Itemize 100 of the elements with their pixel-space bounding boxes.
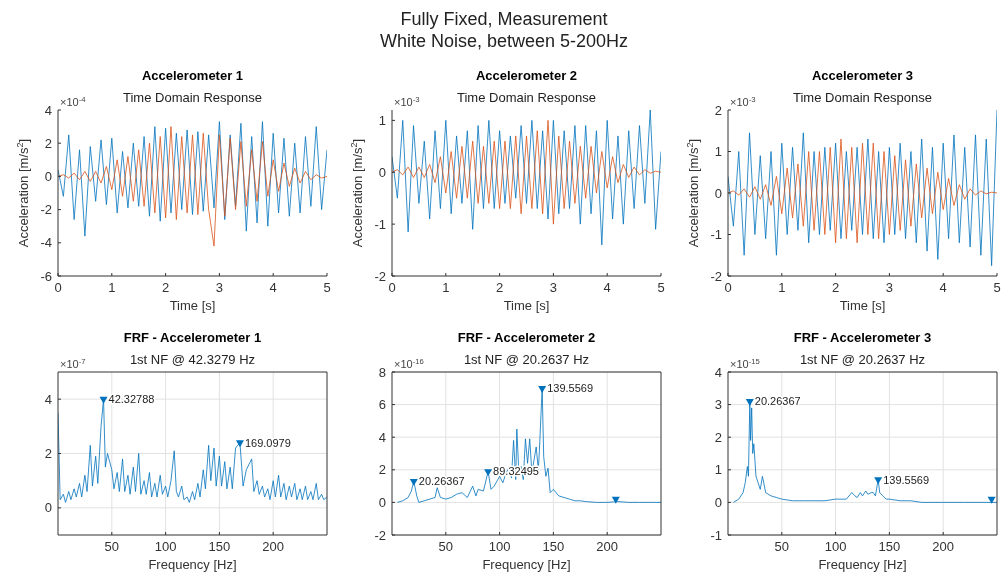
y-tick-label: 0 [378,164,386,180]
line-series [392,119,661,225]
x-tick-label: 3 [215,280,224,295]
y-tick-label: 1 [714,462,722,478]
line-series [728,110,997,267]
text: ×10$^{-16}$ [394,356,424,370]
chart-subtitle: Time Domain Response [123,90,262,105]
text: ×10$^{-3}$ [730,94,756,108]
x-tick-label: 100 [154,539,177,554]
x-tick-label: 1 [778,280,786,295]
y-tick-label: 4 [378,429,386,445]
x-tick-label: 200 [596,539,619,554]
y-tick-label: 1 [378,112,386,128]
y-tick-label: 2 [714,102,722,118]
x-axis-title: Frequency [Hz] [818,557,907,572]
x-tick-label: 4 [939,280,947,295]
x-tick-label: 1 [442,280,450,295]
y-tick-label: 4 [44,391,52,407]
x-tick-label: 5 [993,280,1001,295]
x-axis-title: Time [s] [169,298,216,313]
point [409,478,418,486]
x-tick-label: 0 [54,280,62,295]
y-tick-label: -1 [710,527,722,543]
y-tick-label: 4 [44,102,52,118]
point [745,399,754,406]
y-tick-label: 4 [714,364,722,380]
x-tick-label: 5 [323,280,331,295]
x-tick-label: 3 [549,280,558,295]
y-tick-label: 0 [714,494,722,510]
x-tick-label: 2 [495,280,504,295]
y-tick-label: -6 [40,268,52,284]
chart-title: FRF - Accelerometer 3 [793,330,932,345]
text: ×10$^{-4}$ [60,94,87,108]
x-axis-title: Frequency [Hz] [482,557,571,572]
chart-title: Accelerometer 2 [475,68,578,83]
chart-subtitle: 1st NF @ 20.2637 Hz [463,352,590,367]
x-tick-label: 4 [603,280,611,295]
x-tick-label: 0 [724,280,732,295]
x-tick-label: 5 [657,280,665,295]
x-axis-title: Time [s] [503,298,550,313]
y-tick-label: 0 [44,168,52,184]
y-tick-label: -2 [374,268,386,284]
x-tick-label: 2 [831,280,840,295]
y-tick-label: 3 [714,397,722,413]
y-tick-label: 0 [714,185,722,201]
y-tick-label: 8 [378,364,386,380]
chart-title: FRF - Accelerometer 1 [123,330,262,345]
x-axis-title: Time [s] [839,298,886,313]
point [987,496,996,504]
text: ×10$^{-7}$ [60,356,86,370]
point [484,469,493,477]
chart-title: Accelerometer 3 [811,68,914,83]
y-tick-label: 2 [44,135,52,151]
y-tick-label: -1 [710,227,722,242]
x-tick-label: 3 [885,280,894,295]
y-tick-label: -2 [710,268,722,284]
chart-title: FRF - Accelerometer 2 [457,330,596,345]
point [874,477,883,485]
y-tick-label: -2 [40,202,52,218]
annotation: 169.0979 [244,436,291,449]
x-tick-label: 2 [161,280,170,295]
x-tick-label: 50 [774,539,790,554]
point [538,386,547,393]
x-tick-label: 200 [932,539,955,554]
x-tick-label: 150 [208,539,231,554]
text: White Noise, between 5-200Hz [379,31,629,51]
x-tick-label: 200 [262,539,285,554]
y-tick-label: 2 [714,429,722,445]
annotation: 139.5569 [547,382,594,395]
x-tick-label: 4 [269,280,277,295]
point [611,496,620,504]
x-tick-label: 150 [542,539,565,554]
line-series [392,110,661,246]
chart-title: Accelerometer 1 [141,68,244,83]
y-tick-label: 2 [378,462,386,478]
x-tick-label: 50 [438,539,454,554]
x-tick-label: 50 [104,539,120,554]
text: Fully Fixed, Measurement [400,9,608,29]
y-tick-label: -2 [374,527,386,543]
y-tick-label: -1 [374,216,386,232]
x-tick-label: 100 [824,539,847,554]
x-tick-label: 150 [878,539,901,554]
y-tick-label: 0 [378,494,386,510]
x-tick-label: 0 [388,280,396,295]
y-tick-label: 2 [44,446,52,461]
annotation: 20.26367 [418,475,465,488]
annotation: 42.32788 [108,393,155,406]
chart-subtitle: Time Domain Response [793,90,932,105]
y-tick-label: 6 [378,397,386,413]
x-tick-label: 1 [108,280,116,295]
y-tick-label: -4 [40,235,52,251]
y-tick-label: 0 [44,500,52,516]
chart-subtitle: 1st NF @ 42.3279 Hz [129,352,256,367]
chart-subtitle: Time Domain Response [457,90,596,105]
x-tick-label: 100 [488,539,511,554]
y-tick-label: 1 [714,144,722,159]
chart-subtitle: 1st NF @ 20.2637 Hz [799,352,926,367]
text: ×10$^{-15}$ [730,356,760,370]
line-series [728,138,997,244]
x-axis-title: Frequency [Hz] [148,557,237,572]
